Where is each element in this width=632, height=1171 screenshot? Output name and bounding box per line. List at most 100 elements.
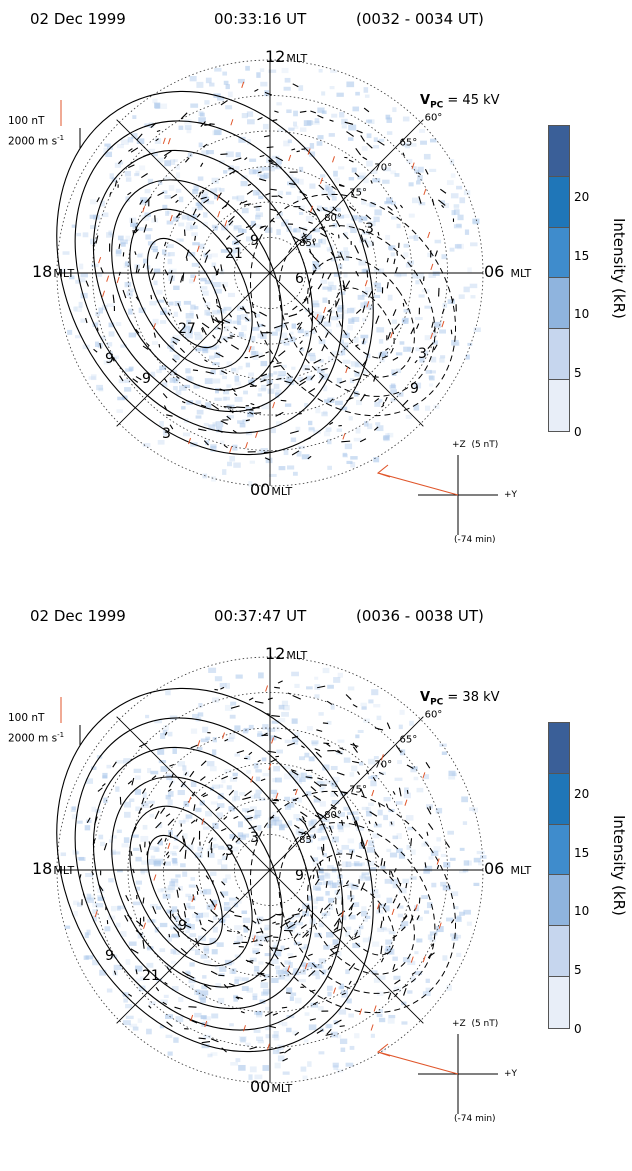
aurora-patch: [419, 129, 425, 133]
magnetometer-vector: [144, 923, 146, 929]
aurora-patch: [278, 718, 285, 722]
aurora-patch: [213, 737, 217, 742]
velocity-vector: [403, 153, 404, 157]
aurora-patch: [261, 385, 266, 391]
aurora-patch: [248, 372, 254, 376]
aurora-patch: [359, 260, 366, 265]
velocity-vector: [300, 812, 307, 817]
aurora-patch: [403, 957, 410, 962]
velocity-vector: [94, 349, 98, 352]
aurora-patch: [173, 355, 179, 360]
velocity-vector: [270, 361, 274, 363]
aurora-patch: [204, 100, 209, 104]
velocity-vector: [393, 898, 395, 903]
aurora-patch: [116, 249, 122, 254]
aurora-patch: [429, 856, 434, 859]
aurora-patch: [252, 327, 259, 331]
aurora-patch: [319, 1051, 325, 1054]
mlt-18-label: 18MLT: [32, 859, 74, 878]
velocity-vector: [323, 743, 329, 744]
velocity-vector: [278, 681, 283, 683]
aurora-patch: [388, 1015, 395, 1018]
aurora-patch: [106, 765, 111, 769]
aurora-patch: [426, 988, 431, 993]
velocity-vector: [327, 1029, 331, 1034]
contour-label: 3: [250, 830, 259, 846]
aurora-patch: [459, 912, 465, 916]
aurora-patch: [227, 462, 232, 466]
vel-scale-label: 2000 m s-1: [8, 731, 64, 745]
aurora-patch: [217, 859, 222, 865]
aurora-patch: [212, 697, 219, 702]
aurora-patch: [336, 93, 343, 97]
aurora-patch: [207, 905, 215, 910]
aurora-patch: [397, 760, 402, 764]
velocity-vector: [127, 192, 131, 194]
velocity-vector: [237, 751, 244, 753]
aurora-patch: [373, 457, 379, 462]
aurora-patch: [465, 229, 469, 234]
aurora-patch: [366, 161, 373, 167]
aurora-patch: [429, 169, 436, 172]
aurora-patch: [173, 386, 178, 390]
aurora-patch: [396, 352, 402, 355]
aurora-patch: [368, 119, 375, 124]
magnetometer-vector: [143, 206, 145, 212]
magnetometer-vector: [428, 232, 430, 238]
aurora-patch: [464, 287, 470, 293]
velocity-vector: [240, 202, 242, 205]
colorbar-segment: [549, 723, 569, 774]
aurora-patch: [271, 820, 276, 826]
latitude-label: 85°: [299, 835, 317, 846]
aurora-patch: [431, 357, 436, 363]
magnetometer-vector: [320, 178, 322, 184]
velocity-vector: [300, 341, 303, 344]
aurora-patch: [366, 203, 371, 206]
aurora-patch: [116, 923, 121, 928]
aurora-patch: [224, 902, 229, 906]
aurora-patch: [321, 412, 327, 416]
velocity-vector: [131, 851, 132, 856]
aurora-patch: [173, 217, 179, 222]
aurora-patch: [77, 821, 82, 824]
aurora-patch: [176, 189, 181, 193]
aurora-patch: [366, 811, 372, 817]
aurora-patch: [409, 214, 415, 218]
aurora-patch: [326, 427, 332, 431]
mlt-12-label: 12MLT: [265, 47, 307, 66]
aurora-patch: [182, 871, 187, 876]
aurora-patch: [192, 263, 199, 267]
aurora-patch: [126, 177, 132, 181]
velocity-vector: [133, 869, 134, 873]
aurora-patch: [421, 895, 428, 899]
aurora-patch: [350, 1046, 355, 1050]
contour-label: 6: [295, 271, 304, 287]
aurora-patch: [180, 863, 186, 867]
aurora-patch: [215, 388, 219, 393]
velocity-vector: [200, 920, 201, 925]
velocity-vector: [355, 173, 359, 177]
aurora-patch: [228, 293, 235, 297]
aurora-patch: [342, 125, 347, 128]
aurora-patch: [364, 87, 369, 93]
velocity-vector: [349, 981, 351, 985]
aurora-patch: [166, 795, 171, 800]
aurora-patch: [313, 898, 318, 904]
velocity-vector: [428, 823, 433, 829]
velocity-vector: [132, 778, 134, 785]
velocity-vector: [185, 158, 189, 163]
aurora-patch: [196, 990, 200, 996]
velocity-vector: [417, 324, 419, 329]
velocity-vector: [346, 132, 353, 137]
magnetometer-vector: [332, 156, 334, 162]
aurora-patch: [72, 814, 79, 819]
aurora-patch: [236, 675, 243, 679]
aurora-patch: [348, 318, 354, 324]
colorbar-segment: [549, 926, 569, 977]
aurora-patch: [322, 298, 327, 303]
aurora-patch: [383, 436, 389, 440]
aurora-patch: [258, 672, 264, 678]
aurora-patch: [448, 776, 455, 779]
aurora-patch: [448, 771, 455, 776]
aurora-patch: [440, 355, 445, 358]
